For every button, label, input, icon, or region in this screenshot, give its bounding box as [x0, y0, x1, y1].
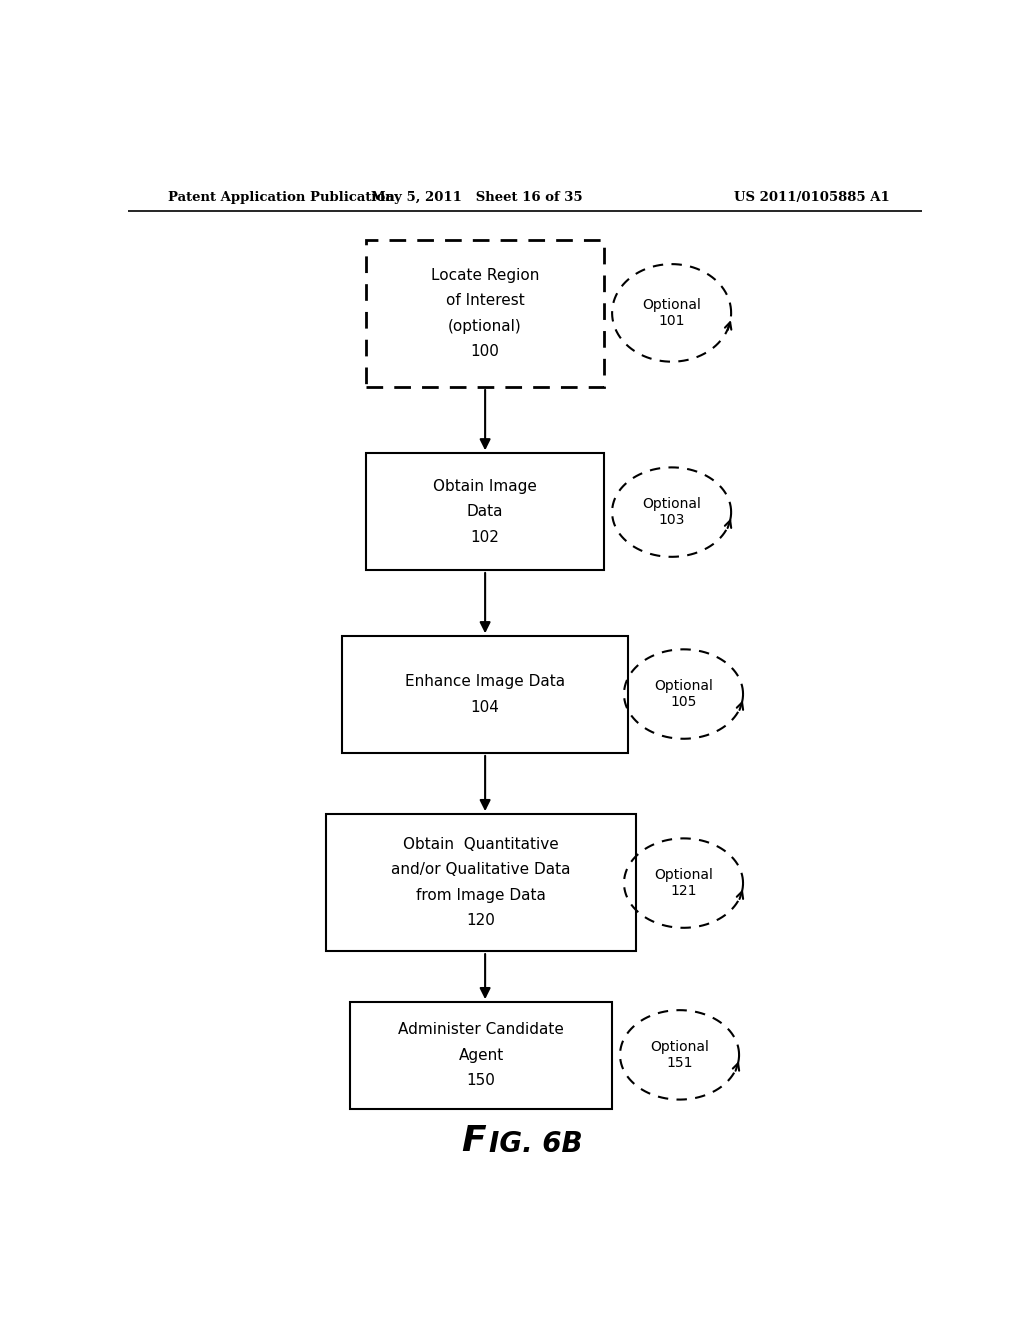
- Text: Data: Data: [467, 504, 504, 519]
- FancyBboxPatch shape: [367, 453, 604, 570]
- Text: IG. 6B: IG. 6B: [489, 1130, 583, 1159]
- Text: Patent Application Publication: Patent Application Publication: [168, 190, 394, 203]
- FancyBboxPatch shape: [350, 1002, 612, 1109]
- Text: Optional
103: Optional 103: [642, 498, 701, 527]
- Text: F: F: [461, 1125, 486, 1158]
- Text: Obtain Image: Obtain Image: [433, 479, 537, 494]
- FancyBboxPatch shape: [327, 814, 636, 952]
- Text: from Image Data: from Image Data: [416, 888, 546, 903]
- Text: Enhance Image Data: Enhance Image Data: [406, 675, 565, 689]
- Text: US 2011/0105885 A1: US 2011/0105885 A1: [734, 190, 890, 203]
- Text: Optional
151: Optional 151: [650, 1040, 709, 1071]
- Text: 150: 150: [467, 1073, 496, 1088]
- Text: Administer Candidate: Administer Candidate: [398, 1023, 564, 1038]
- FancyBboxPatch shape: [342, 636, 628, 752]
- Text: 102: 102: [471, 529, 500, 545]
- Text: Optional
101: Optional 101: [642, 298, 701, 327]
- Text: Obtain  Quantitative: Obtain Quantitative: [403, 837, 559, 851]
- Text: Locate Region: Locate Region: [431, 268, 540, 282]
- Text: 104: 104: [471, 700, 500, 714]
- Text: May 5, 2011   Sheet 16 of 35: May 5, 2011 Sheet 16 of 35: [372, 190, 583, 203]
- Text: 100: 100: [471, 345, 500, 359]
- Text: Optional
105: Optional 105: [654, 678, 713, 709]
- Text: and/or Qualitative Data: and/or Qualitative Data: [391, 862, 571, 878]
- Text: Agent: Agent: [459, 1048, 504, 1063]
- Text: 120: 120: [467, 913, 496, 928]
- FancyBboxPatch shape: [367, 240, 604, 387]
- Text: Optional
121: Optional 121: [654, 869, 713, 898]
- Text: (optional): (optional): [449, 318, 522, 334]
- Text: of Interest: of Interest: [445, 293, 524, 308]
